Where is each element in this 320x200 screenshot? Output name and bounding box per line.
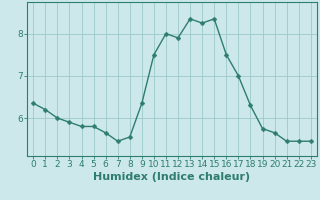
X-axis label: Humidex (Indice chaleur): Humidex (Indice chaleur)	[93, 172, 251, 182]
